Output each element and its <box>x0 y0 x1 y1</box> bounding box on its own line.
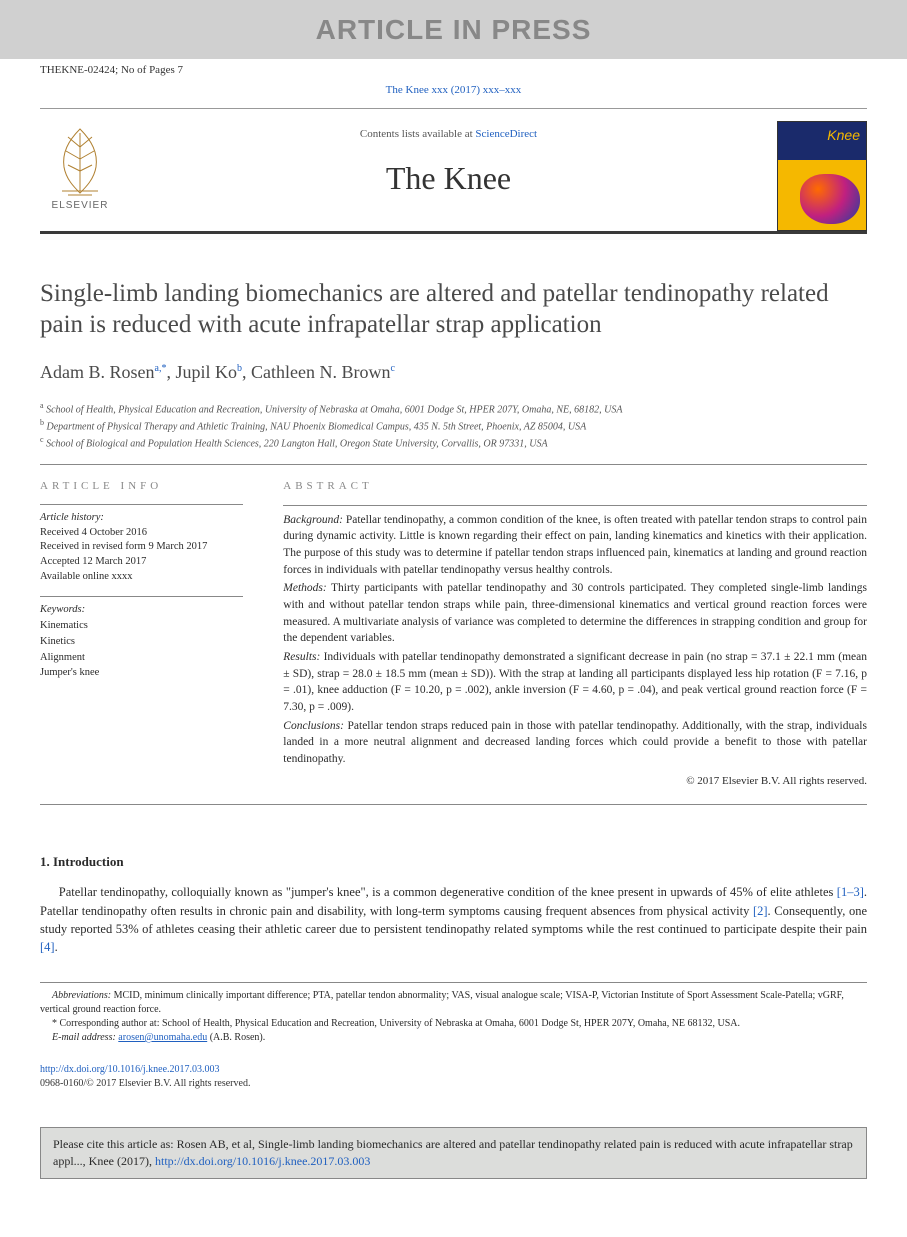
contents-prefix: Contents lists available at <box>360 128 475 140</box>
journal-thumb-title: Knee <box>827 126 860 146</box>
author: Adam B. Rosena,* <box>40 362 166 382</box>
divider <box>40 596 243 597</box>
divider <box>40 504 243 505</box>
journal-thumb-art <box>800 174 860 224</box>
author-list: Adam B. Rosena,*, Jupil Kob, Cathleen N.… <box>40 360 867 385</box>
keyword: Kinematics <box>40 618 243 634</box>
copyright-line: © 2017 Elsevier B.V. All rights reserved… <box>283 774 867 790</box>
keyword: Jumper's knee <box>40 665 243 681</box>
intro-paragraph: Patellar tendinopathy, colloquially know… <box>40 883 867 956</box>
section-heading: 1. Introduction <box>40 853 867 872</box>
journal-name: The Knee <box>120 156 777 201</box>
article-history-label: Article history: <box>40 511 243 526</box>
author: Cathleen N. Brownc <box>251 362 395 382</box>
article-info-column: article info Article history: Received 4… <box>40 465 263 804</box>
abstract-segment: Results: Individuals with patellar tendi… <box>283 649 867 716</box>
history-item: Accepted 12 March 2017 <box>40 555 243 570</box>
issn-copyright: 0968-0160/© 2017 Elsevier B.V. All right… <box>40 1078 250 1089</box>
footnotes: Abbreviations: MCID, minimum clinically … <box>40 982 867 1045</box>
keywords-label: Keywords: <box>40 603 243 618</box>
article-in-press-banner: ARTICLE IN PRESS <box>0 0 907 59</box>
corresponding-author-footnote: * Corresponding author at: School of Hea… <box>40 1017 867 1031</box>
abstract-column: abstract Background: Patellar tendinopat… <box>263 465 867 804</box>
affiliation: b Department of Physical Therapy and Ath… <box>40 417 867 434</box>
elsevier-logo[interactable]: ELSEVIER <box>40 119 120 213</box>
abstract-segment: Conclusions: Patellar tendon straps redu… <box>283 718 867 768</box>
author: Jupil Kob <box>175 362 242 382</box>
article-info-heading: article info <box>40 479 243 494</box>
history-item: Received 4 October 2016 <box>40 526 243 541</box>
doi-block: http://dx.doi.org/10.1016/j.knee.2017.03… <box>40 1063 867 1091</box>
abstract-heading: abstract <box>283 479 867 495</box>
elsevier-tree-icon <box>48 123 112 197</box>
history-item: Available online xxxx <box>40 570 243 585</box>
citation-link[interactable]: [2] <box>753 904 768 918</box>
sciencedirect-link[interactable]: ScienceDirect <box>475 128 537 140</box>
masthead: ELSEVIER Contents lists available at Sci… <box>40 108 867 234</box>
abstract-segment: Background: Patellar tendinopathy, a com… <box>283 512 867 579</box>
contents-line: Contents lists available at ScienceDirec… <box>120 127 777 142</box>
journal-cover-thumb[interactable]: Knee <box>777 121 867 231</box>
affiliation: c School of Biological and Population He… <box>40 434 867 451</box>
citation-doi-link[interactable]: http://dx.doi.org/10.1016/j.knee.2017.03… <box>155 1154 370 1168</box>
doi-link[interactable]: http://dx.doi.org/10.1016/j.knee.2017.03… <box>40 1064 220 1075</box>
abbreviations-footnote: Abbreviations: MCID, minimum clinically … <box>40 989 867 1017</box>
citation-link[interactable]: [1–3] <box>837 885 864 899</box>
history-item: Received in revised form 9 March 2017 <box>40 540 243 555</box>
affiliation: a School of Health, Physical Education a… <box>40 400 867 417</box>
article-title: Single-limb landing biomechanics are alt… <box>40 278 867 341</box>
keyword: Alignment <box>40 650 243 666</box>
document-id: THEKNE-02424; No of Pages 7 <box>0 59 907 80</box>
citation-box: Please cite this article as: Rosen AB, e… <box>40 1127 867 1179</box>
elsevier-name: ELSEVIER <box>52 199 109 213</box>
article-body: 1. Introduction Patellar tendinopathy, c… <box>40 853 867 956</box>
citation-link[interactable]: [4] <box>40 940 55 954</box>
email-link[interactable]: arosen@unomaha.edu <box>118 1032 207 1043</box>
email-footnote: E-mail address: arosen@unomaha.edu (A.B.… <box>40 1031 867 1045</box>
abstract-segment: Methods: Thirty participants with patell… <box>283 580 867 647</box>
affiliations: a School of Health, Physical Education a… <box>40 400 867 452</box>
divider <box>283 505 867 506</box>
keyword: Kinetics <box>40 634 243 650</box>
citation-top[interactable]: The Knee xxx (2017) xxx–xxx <box>0 81 907 108</box>
